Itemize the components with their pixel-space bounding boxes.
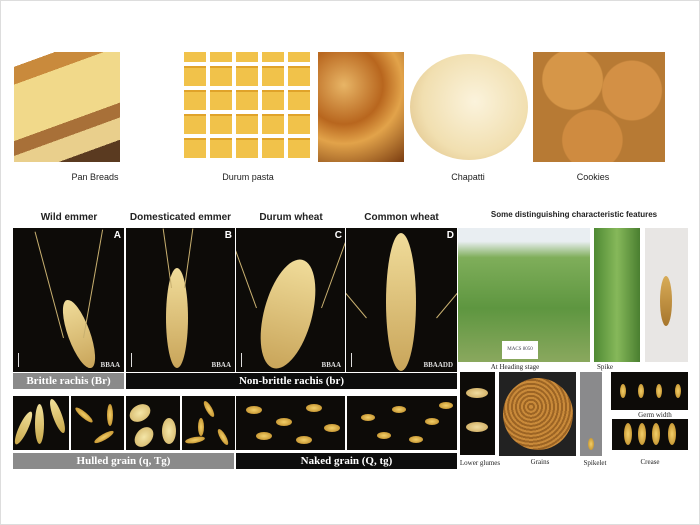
panel-letter: A <box>113 230 121 241</box>
chapatti-photo <box>410 54 528 160</box>
panel-wild-emmer: A BBAA <box>13 228 124 372</box>
brittle-rachis-bar: Brittle rachis (Br) <box>13 373 124 389</box>
baked-goods-photo <box>318 52 404 162</box>
caption-crease: Crease <box>640 458 660 466</box>
hulled-grain-bar: Hulled grain (q, Tg) <box>13 453 234 469</box>
crease-photo <box>612 419 688 450</box>
scale-bar <box>241 353 242 367</box>
field-sign: MACS 8050 <box>502 341 538 359</box>
caption-spike: Spike <box>597 363 613 371</box>
grain-tile-wild-emmer-2 <box>71 396 124 450</box>
caption-spikelet: Spikelet <box>583 459 607 467</box>
caption-grains: Grains <box>530 458 550 466</box>
caption-pan-breads: Pan Breads <box>71 172 119 182</box>
caption-durum-pasta: Durum pasta <box>222 172 274 182</box>
spikelet-photo <box>580 372 602 456</box>
grain-tile-dom-emmer-1 <box>126 396 180 450</box>
grain-tile-dom-emmer-2 <box>182 396 235 450</box>
non-brittle-rachis-bar: Non-brittle rachis (br) <box>126 373 457 389</box>
caption-cookies: Cookies <box>576 172 610 182</box>
scale-bar <box>18 353 19 367</box>
panel-durum-wheat: C BBAA <box>236 228 345 372</box>
panel-common-wheat: D BBAADD <box>346 228 457 372</box>
scale-bar <box>351 353 352 367</box>
header-durum-wheat: Durum wheat <box>259 212 323 223</box>
header-domesticated-emmer: Domesticated emmer <box>129 212 232 223</box>
spike-mature-photo <box>645 228 688 362</box>
bread-photo <box>14 52 120 162</box>
genome-label: BBAA <box>100 361 120 369</box>
caption-chapatti: Chapatti <box>451 172 485 182</box>
pasta-photo <box>180 52 310 162</box>
germ-width-photo <box>611 372 688 410</box>
header-common-wheat: Common wheat <box>364 212 439 223</box>
genome-label: BBAA <box>321 361 341 369</box>
caption-germ-width: Germ width <box>638 411 672 419</box>
genome-label: BBAA <box>211 361 231 369</box>
genome-label: BBAADD <box>423 361 453 369</box>
grains-dish-photo <box>499 372 576 456</box>
panel-letter: B <box>224 230 232 241</box>
naked-grain-bar: Naked grain (Q, tg) <box>236 453 457 469</box>
header-wild-emmer: Wild emmer <box>40 212 98 223</box>
lower-glumes-photo <box>460 372 495 455</box>
scale-bar <box>131 353 132 367</box>
grain-tile-wild-emmer-1 <box>13 396 69 450</box>
cookies-photo <box>533 52 665 162</box>
caption-lower-glumes: Lower glumes <box>459 459 501 467</box>
panel-domesticated-emmer: B BBAA <box>126 228 235 372</box>
grain-tile-durum <box>236 396 345 450</box>
grain-tile-common <box>347 396 457 450</box>
caption-heading-stage: At Heading stage <box>490 363 540 371</box>
panel-letter: D <box>446 230 454 241</box>
field-photo: MACS 8050 <box>458 228 590 362</box>
features-title: Some distinguishing characteristic featu… <box>490 210 658 219</box>
panel-letter: C <box>334 230 342 241</box>
spike-green-photo <box>594 228 640 362</box>
